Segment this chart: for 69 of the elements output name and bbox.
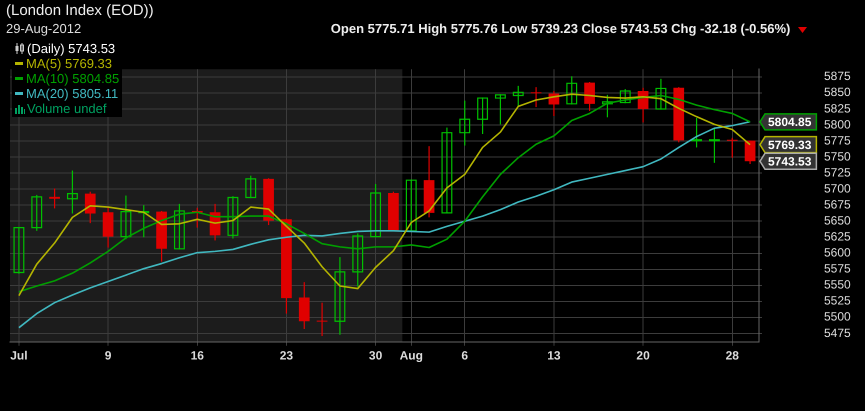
candlestick	[566, 76, 578, 106]
x-tick-label: Jul	[10, 348, 28, 362]
candlestick	[744, 140, 756, 165]
chart-title: (London Index (EOD))	[6, 2, 154, 19]
y-tick-label: 5575	[824, 262, 852, 276]
candlestick	[138, 204, 150, 238]
y-tick-label: 5625	[824, 230, 852, 244]
y-tick-label: 5525	[824, 294, 852, 308]
candlestick	[512, 85, 524, 108]
candlestick	[13, 226, 24, 274]
x-tick-label: 6	[461, 348, 468, 362]
chart-subtitle: 29-Aug-2012	[6, 21, 82, 36]
candlestick	[620, 88, 631, 104]
x-tick-label: 13	[547, 348, 561, 362]
candlestick	[66, 170, 78, 214]
candlestick	[691, 117, 702, 148]
x-tick-label: 30	[368, 348, 383, 362]
y-tick-label: 5875	[824, 69, 852, 84]
candlestick	[726, 137, 738, 158]
candlestick	[84, 191, 96, 224]
candlestick	[530, 86, 542, 108]
x-tick-label: 9	[104, 348, 112, 362]
x-tick-label: 16	[190, 348, 204, 362]
x-tick-label: 28	[726, 348, 740, 362]
legend-label: MA(10) 5804.85	[26, 71, 120, 86]
candlestick	[31, 194, 42, 232]
candlestick	[352, 232, 364, 288]
candlestick	[227, 196, 238, 240]
x-tick-label: 20	[636, 348, 650, 362]
candlestick	[316, 302, 328, 337]
data-label: 5804.85	[768, 115, 812, 130]
y-tick-label: 5725	[824, 165, 852, 180]
y-tick-label: 5700	[824, 181, 852, 196]
candlestick	[174, 203, 185, 250]
candlestick	[334, 256, 346, 336]
text: (Daily) 5743.53	[27, 41, 116, 56]
y-tick-label: 5800	[824, 117, 852, 132]
y-tick-label: 5775	[824, 133, 852, 148]
candlestick	[494, 94, 506, 125]
annotation: Volume undef	[27, 101, 107, 116]
candlestick	[120, 194, 132, 240]
data-label: 5769.33	[768, 138, 812, 152]
candlestick	[708, 128, 720, 164]
candlestick	[584, 81, 595, 112]
x-tick-label: 23	[280, 348, 294, 362]
legend-label: MA(20) 5805.11	[26, 86, 118, 101]
text: Open 5775.71 High 5775.76 Low 5739.23 Close 5743.53 Chg -32.18 (-0.56%)	[330, 21, 790, 36]
y-tick-label: 5550	[824, 278, 852, 292]
y-tick-label: 5750	[824, 149, 852, 164]
candlestick	[245, 175, 256, 199]
y-tick-label: 5825	[824, 101, 852, 116]
candlestick	[441, 126, 452, 214]
x-tick-label: Aug	[400, 348, 423, 362]
y-tick-label: 5650	[824, 214, 852, 228]
candlestick	[298, 282, 310, 330]
candlestick	[370, 183, 382, 238]
y-tick-label: 5475	[824, 326, 852, 340]
candlestick	[406, 178, 417, 232]
legend-label: MA(5) 5769.33	[26, 56, 112, 71]
y-tick-label: 5500	[824, 310, 852, 324]
y-tick-label: 5675	[824, 197, 852, 212]
text: 5743.53	[768, 154, 812, 169]
y-tick-label: 5850	[824, 85, 852, 100]
candlestick	[477, 96, 488, 135]
candlestick	[459, 100, 470, 146]
candlestick	[602, 94, 613, 118]
y-tick-label: 5600	[824, 246, 852, 260]
candlestick	[655, 78, 666, 110]
candlestick	[49, 188, 60, 209]
